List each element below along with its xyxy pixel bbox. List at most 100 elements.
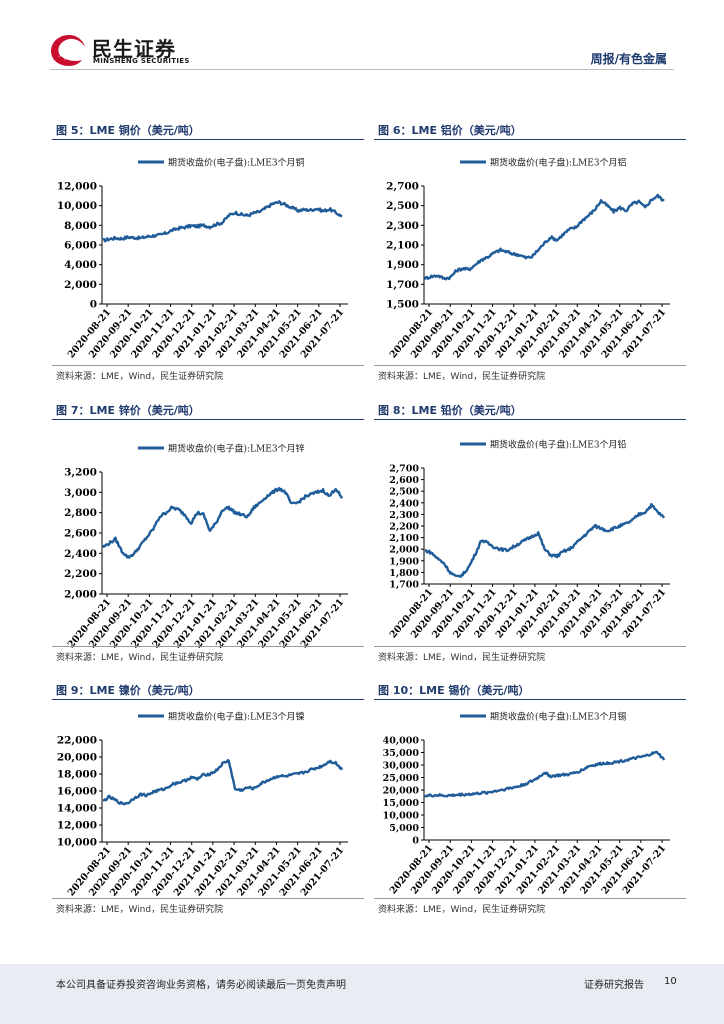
y-tick-label: 35,000 — [383, 748, 420, 759]
page-number: 10 — [664, 976, 677, 987]
source-divider — [52, 365, 364, 366]
header-divider — [50, 69, 674, 70]
y-tick-label: 2,000 — [64, 589, 97, 601]
company-logo: 民生证券 MINSHENG SECURITIES — [50, 33, 190, 69]
y-tick-label: 10,000 — [57, 200, 97, 212]
series-line — [102, 200, 343, 243]
logo-en-text: MINSHENG SECURITIES — [93, 57, 190, 65]
y-tick-label: 0 — [412, 836, 419, 847]
y-tick-label: 15,000 — [383, 798, 420, 809]
y-tick-label: 2,200 — [64, 568, 97, 580]
series-line — [101, 486, 344, 559]
line-chart: 期货收盘价(电子盘):LME3个月锌 3,200 3,000 2,800 2,600 2,… — [64, 443, 348, 650]
logo-cn-text: 民生证券 — [92, 37, 176, 61]
y-tick-label: 40,000 — [383, 736, 420, 747]
y-tick-label: 1,500 — [386, 299, 419, 311]
y-tick-label: 12,000 — [57, 820, 97, 832]
source-divider — [374, 646, 686, 647]
line-chart: 期货收盘价(电子盘):LME3个月镍 22,000 20,000 18,000 16,0… — [57, 711, 348, 898]
series-line — [102, 759, 344, 806]
figure-source: 资料来源：LME，Wind，民生证券研究院 — [56, 905, 224, 915]
legend-label: 期货收盘价(电子盘):LME3个月锡 — [490, 711, 627, 723]
series-line — [424, 750, 666, 798]
line-chart: 期货收盘价(电子盘):LME3个月铝 2,700 2,500 2,300 2,100 1,… — [386, 157, 670, 360]
y-tick-label: 2,000 — [389, 545, 419, 556]
legend-label: 期货收盘价(电子盘):LME3个月铝 — [490, 157, 627, 169]
y-tick-label: 2,600 — [64, 528, 97, 540]
y-tick-label: 3,200 — [64, 467, 97, 479]
y-tick-label: 1,700 — [389, 580, 419, 591]
figure-title: 图 9：LME 镍价（美元/吨） — [52, 682, 364, 700]
figure-source: 资料来源：LME，Wind，民生证券研究院 — [378, 653, 546, 663]
figure-source: 资料来源：LME，Wind，民生证券研究院 — [378, 905, 546, 915]
y-tick-label: 2,800 — [64, 507, 97, 519]
legend: 期货收盘价(电子盘):LME3个月锌 — [138, 443, 305, 455]
figure-aluminum: 图 6：LME 铝价（美元/吨） 期货收盘价(电子盘):LME3个月铝 2,700 2… — [374, 122, 686, 382]
y-tick-label: 10,000 — [383, 811, 420, 822]
y-tick-label: 20,000 — [57, 752, 97, 764]
legend: 期货收盘价(电子盘):LME3个月镍 — [138, 711, 305, 723]
legend: 期货收盘价(电子盘):LME3个月铝 — [460, 157, 627, 169]
series-line — [423, 193, 665, 281]
source-divider — [52, 898, 364, 899]
y-tick-label: 2,300 — [386, 220, 419, 232]
y-tick-label: 1,900 — [386, 259, 419, 271]
y-tick-label: 2,000 — [64, 279, 97, 291]
source-divider — [374, 898, 686, 899]
y-tick-label: 20,000 — [383, 786, 420, 797]
source-divider — [52, 646, 364, 647]
page-footer — [0, 964, 724, 1024]
report-type: 周报/有色金属 — [590, 52, 667, 66]
y-tick-label: 10,000 — [57, 837, 97, 849]
figure-title: 图 10：LME 锡价（美元/吨） — [374, 682, 686, 700]
y-tick-label: 6,000 — [64, 240, 97, 252]
legend-label: 期货收盘价(电子盘):LME3个月镍 — [168, 711, 305, 723]
legend: 期货收盘价(电子盘):LME3个月锡 — [460, 711, 627, 723]
y-tick-label: 2,700 — [386, 181, 419, 193]
legend-label: 期货收盘价(电子盘):LME3个月铅 — [490, 439, 627, 451]
y-tick-label: 2,500 — [386, 200, 419, 212]
y-tick-label: 18,000 — [57, 769, 97, 781]
y-tick-label: 12,000 — [57, 181, 97, 193]
y-tick-label: 2,200 — [389, 522, 419, 533]
legend: 期货收盘价(电子盘):LME3个月铅 — [460, 439, 627, 451]
figure-source: 资料来源：LME，Wind，民生证券研究院 — [56, 372, 224, 382]
y-tick-label: 16,000 — [57, 786, 97, 798]
y-tick-label: 30,000 — [383, 761, 420, 772]
source-divider — [374, 365, 686, 366]
y-tick-label: 2,700 — [389, 464, 419, 475]
y-tick-label: 2,400 — [64, 548, 97, 560]
figure-title: 图 8：LME 铅价（美元/吨） — [374, 402, 686, 420]
figure-source: 资料来源：LME，Wind，民生证券研究院 — [56, 653, 224, 663]
figure-title: 图 6：LME 铝价（美元/吨） — [374, 122, 686, 140]
y-tick-label: 1,900 — [389, 556, 419, 567]
y-tick-label: 8,000 — [64, 220, 97, 232]
figure-title: 图 7：LME 锌价（美元/吨） — [52, 402, 364, 420]
logo-mark-icon — [51, 35, 85, 66]
figure-lead: 图 8：LME 铅价（美元/吨） 期货收盘价(电子盘):LME3个月铅 2,700 2… — [374, 402, 686, 664]
figure-source: 资料来源：LME，Wind，民生证券研究院 — [378, 372, 546, 382]
legend-label: 期货收盘价(电子盘):LME3个月锌 — [168, 443, 305, 455]
y-tick-label: 14,000 — [57, 803, 97, 815]
legend: 期货收盘价(电子盘):LME3个月铜 — [138, 157, 305, 169]
figure-copper: 图 5：LME 铜价（美元/吨） 期货收盘价(电子盘):LME3个月铜 12,000… — [52, 122, 364, 382]
y-tick-label: 22,000 — [57, 735, 97, 747]
y-tick-label: 2,400 — [389, 498, 419, 509]
y-tick-label: 5,000 — [389, 823, 419, 834]
series-line — [424, 502, 666, 578]
y-tick-label: 25,000 — [383, 773, 420, 784]
legend-label: 期货收盘价(电子盘):LME3个月铜 — [168, 157, 305, 169]
y-tick-label: 2,500 — [389, 487, 419, 498]
footer-disclaimer: 本公司具备证券投资咨询业务资格，请务必阅读最后一页免责声明 — [56, 980, 346, 991]
y-tick-label: 2,600 — [389, 475, 419, 486]
figure-title: 图 5：LME 铜价（美元/吨） — [52, 122, 364, 140]
y-tick-label: 2,100 — [389, 533, 419, 544]
y-tick-label: 0 — [90, 299, 97, 311]
page-header: 民生证券 MINSHENG SECURITIES 周报/有色金属 — [0, 0, 724, 70]
y-tick-label: 2,300 — [389, 510, 419, 521]
y-tick-label: 2,100 — [386, 240, 419, 252]
y-tick-label: 3,000 — [64, 487, 97, 499]
y-tick-label: 1,800 — [389, 568, 419, 579]
y-tick-label: 4,000 — [64, 259, 97, 271]
